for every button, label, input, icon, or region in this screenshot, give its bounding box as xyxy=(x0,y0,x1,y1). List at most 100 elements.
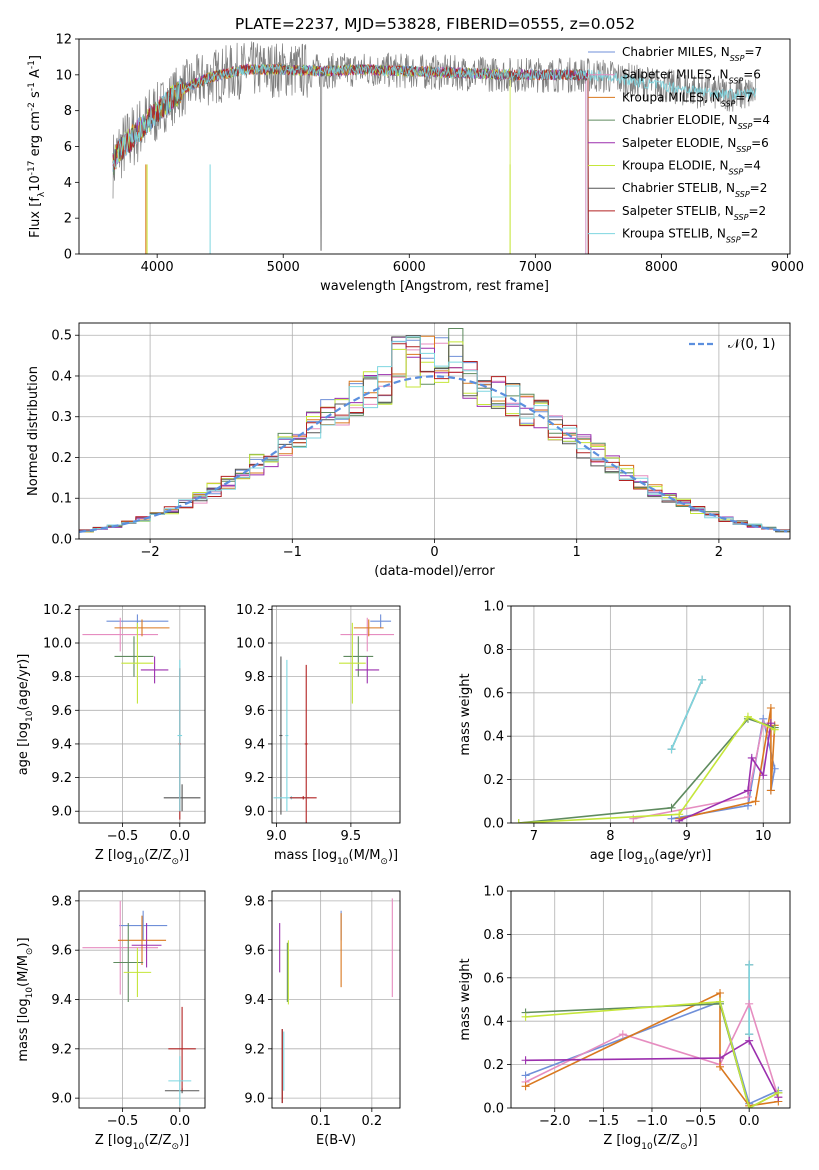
label-part: )] xyxy=(688,1133,698,1148)
label-part: )] xyxy=(179,848,189,863)
x-tick-label: 7 xyxy=(530,829,538,844)
axes-weight_vs_Z: −2.0 −1.5 −1.0 −0.5 0.0 0.0 0.2 0.4 0.6 0.8 1.0 Z [… xyxy=(458,885,791,1152)
y-axis-label: mass [log10(M/M⊙)] xyxy=(16,937,35,1061)
weight-marker-kroupa_elodie xyxy=(675,810,684,819)
weight-marker-salpeter_elodie xyxy=(716,1054,725,1063)
y-tick-label: 9.4 xyxy=(51,993,72,1008)
x-tick-label: −1.0 xyxy=(636,1114,668,1129)
legend-label-chabrier_stelib: Chabrier STELIB, NSSP=2 xyxy=(622,181,767,199)
weight-marker-kroupa_elodie xyxy=(770,725,779,734)
legend-base: Kroupa STELIB, N xyxy=(622,227,726,241)
x-tick-label: −0.5 xyxy=(107,829,139,844)
axes-residuals: −2 −1 0 1 2 0.0 0.1 0.2 0.3 0.4 0.5 (data-model)/er… xyxy=(26,322,791,579)
label-part: ] xyxy=(28,55,43,60)
axes-age_vs_mass: 9.0 9.5 9.0 9.2 9.4 9.6 9.8 10.0 10.2 mass [log10… xyxy=(236,603,401,867)
y-tick-label: 9.0 xyxy=(244,805,265,820)
legend-label-salpeter_miles: Salpeter MILES, NSSP=6 xyxy=(622,68,761,86)
label-part: (Z/Z xyxy=(144,848,171,863)
legend-base: Kroupa ELODIE, N xyxy=(622,159,729,173)
y-axis-label: Flux [fλ10-17 erg cm-2 s-1 A-1] xyxy=(27,55,47,238)
label-part: E(B-V) xyxy=(316,1133,356,1148)
y-tick-label: 9.8 xyxy=(51,670,72,685)
weight-marker-kroupa_elodie xyxy=(745,1104,754,1108)
axes-frame xyxy=(510,890,791,1109)
x-tick-label: −0.5 xyxy=(107,1114,139,1129)
y-tick-label: 0 xyxy=(64,248,72,263)
y-tick-label: 10.0 xyxy=(236,637,265,652)
figure-title: PLATE=2237, MJD=53828, FIBERID=0555, z=0… xyxy=(235,15,635,33)
plot-area-spectrum xyxy=(112,41,757,254)
legend-sub: SSP xyxy=(730,54,745,63)
y-tick-label: 9.2 xyxy=(51,771,72,786)
y-tick-label: 0.6 xyxy=(483,686,504,701)
legend-label-chabrier_elodie: Chabrier ELODIE, NSSP=4 xyxy=(622,113,770,131)
legend-base: Kroupa MILES, N xyxy=(622,90,721,104)
weight-marker-salpeter_elodie xyxy=(759,771,768,780)
y-tick-label: 12 xyxy=(55,33,72,48)
weight-line-kroupa_miles xyxy=(679,707,776,820)
legend-sub: SSP xyxy=(726,235,741,244)
label-part: Z [log xyxy=(95,1133,133,1148)
legend-label-kroupa_stelib: Kroupa STELIB, NSSP=2 xyxy=(622,227,758,245)
weight-marker-salpeter_miles xyxy=(618,1030,627,1039)
weight-marker-kroupa_stelib xyxy=(745,960,754,969)
x-axis-label: (data-model)/error xyxy=(374,564,495,579)
y-tick-label: 0.5 xyxy=(51,329,72,344)
legend-base: Salpeter ELODIE, N xyxy=(622,136,736,150)
legend-sub: SSP xyxy=(729,167,744,176)
normal-reference-curve xyxy=(79,375,788,533)
y-tick-label: 9.6 xyxy=(51,704,72,719)
weight-marker-kroupa_elodie xyxy=(716,997,725,1006)
legend-label-normal: 𝒩(0, 1) xyxy=(728,337,775,352)
x-tick-label: 10 xyxy=(755,829,772,844)
y-tick-label: 9.6 xyxy=(244,704,265,719)
label-part: 10 xyxy=(337,857,349,867)
legend-base: Chabrier ELODIE, N xyxy=(622,113,738,127)
label-part: erg cm xyxy=(28,111,43,160)
y-axis-label: age [log10(age/yr)] xyxy=(16,654,35,776)
label-part: age [log xyxy=(16,722,31,775)
label-part: -1 xyxy=(27,60,37,69)
x-axis-label: age [log10(age/yr)] xyxy=(590,848,712,867)
y-tick-label: 9.6 xyxy=(244,944,265,959)
y-tick-label: 0.6 xyxy=(483,971,504,986)
weight-marker-salpeter_miles xyxy=(745,999,754,1008)
label-part: s xyxy=(28,91,43,102)
axes-frame xyxy=(510,605,791,824)
weight-line-salpeter_elodie xyxy=(678,723,772,822)
label-part: mass weight xyxy=(458,673,473,755)
y-tick-label: 9.2 xyxy=(244,771,265,786)
legend-base: Salpeter STELIB, N xyxy=(622,204,734,218)
label-part: mass [log xyxy=(274,848,337,863)
y-tick-label: 9.2 xyxy=(244,1042,265,1057)
label-part: ⊙ xyxy=(171,1142,179,1152)
y-axis-label: Normed distribution xyxy=(26,366,41,496)
x-tick-label: 7000 xyxy=(519,260,552,275)
y-tick-label: 9.0 xyxy=(244,1092,265,1107)
label-part: )] xyxy=(388,848,398,863)
label-part: wavelength [Angstrom, rest frame] xyxy=(320,279,549,294)
y-tick-label: 9.4 xyxy=(244,737,265,752)
label-part: (M/M xyxy=(16,955,31,987)
y-tick-label: 10.2 xyxy=(43,603,72,618)
weight-line-kroupa_elodie xyxy=(525,1000,779,1108)
y-tick-label: 0.8 xyxy=(483,643,504,658)
y-tick-label: 9.8 xyxy=(51,894,72,909)
weight-marker-salpeter_elodie xyxy=(747,753,756,762)
label-part: 10 xyxy=(133,1142,145,1152)
y-tick-label: 10.0 xyxy=(43,637,72,652)
y-tick-label: 0.2 xyxy=(51,451,72,466)
x-tick-label: 9000 xyxy=(771,260,804,275)
axes-spectrum: 4000 5000 6000 7000 8000 9000 0 2 4 6 8 10 12 wavelen… xyxy=(27,33,804,295)
label-part: (age/yr)] xyxy=(654,848,711,863)
weight-marker-kroupa_stelib xyxy=(667,745,676,754)
label-part: ⊙ xyxy=(171,857,179,867)
label-part: ⊙ xyxy=(25,948,35,956)
y-tick-label: 0.0 xyxy=(483,1102,504,1117)
label-part: (Z/Z xyxy=(653,1133,680,1148)
y-tick-label: 8 xyxy=(64,104,72,119)
y-tick-label: 9.8 xyxy=(244,894,265,909)
y-tick-label: 9.4 xyxy=(244,993,265,1008)
